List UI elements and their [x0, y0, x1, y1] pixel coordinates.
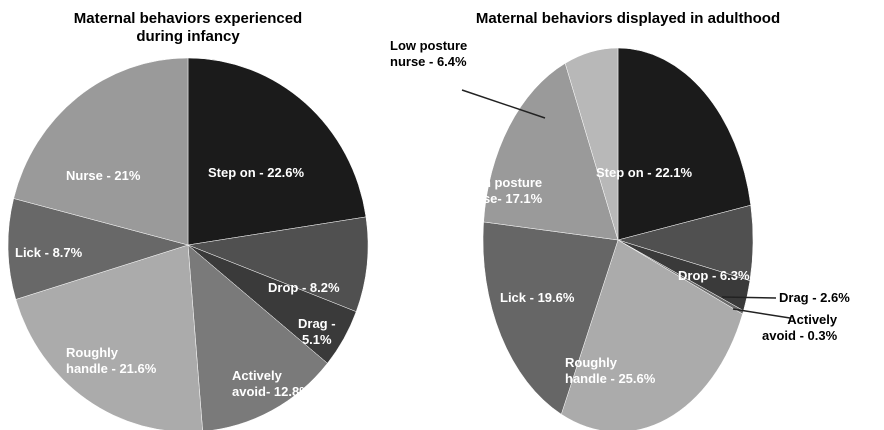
- slice-label: Drop - 8.2%: [268, 280, 340, 295]
- slice-label: Roughly handle - 21.6%: [66, 345, 157, 376]
- pie-slice: [7, 198, 189, 300]
- leader-line: [461, 89, 546, 119]
- pie-slice: [15, 244, 203, 430]
- chart-title: Maternal behaviors experienced during in…: [73, 10, 303, 45]
- leader-line: [732, 308, 791, 319]
- slice-label: High posture nurse- 17.1%: [462, 175, 543, 206]
- slice-label: Drag - 2.6%: [779, 290, 850, 305]
- pie-slice: [483, 62, 619, 241]
- slice-label: Low posture nurse - 6.4%: [390, 38, 468, 69]
- pie-slice: [617, 47, 752, 241]
- slice-label: Actively avoid- 12.8%: [232, 368, 311, 399]
- slice-label: Lick - 8.7%: [15, 245, 83, 260]
- pie-slice: [187, 216, 369, 312]
- leader-line: [721, 296, 777, 299]
- pie-slice: [187, 244, 328, 430]
- slice-label: Step on - 22.6%: [208, 165, 305, 180]
- chart-title: Maternal behaviors displayed in adulthoo…: [475, 10, 781, 27]
- slice-label: Drop - 6.3%: [678, 268, 750, 283]
- pie-slice: [13, 57, 189, 246]
- slice-label: Lick - 19.6%: [500, 290, 575, 305]
- slice-label: Roughly handle - 25.6%: [565, 355, 656, 386]
- slice-label: Actively avoid - 0.3%: [762, 312, 838, 343]
- slice-label: Step on - 22.1%: [596, 165, 693, 180]
- pie-slice: [564, 47, 619, 241]
- slice-label: Drag - 5.1%: [298, 316, 336, 347]
- slice-label: Nurse - 21%: [66, 168, 141, 183]
- pie-slice: [482, 221, 619, 415]
- pie-slice: [187, 57, 367, 246]
- pie-slice: [560, 239, 743, 430]
